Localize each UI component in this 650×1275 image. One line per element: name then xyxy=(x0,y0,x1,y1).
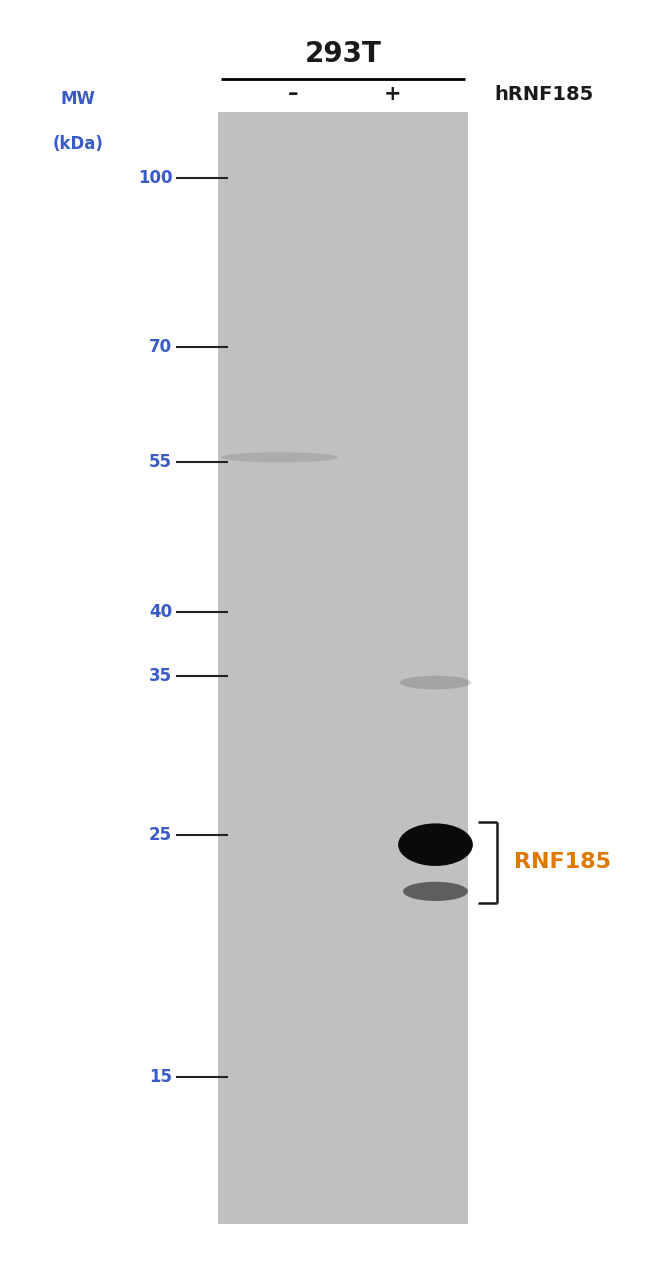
Bar xyxy=(218,112,468,1224)
Text: 293T: 293T xyxy=(304,40,382,68)
Ellipse shape xyxy=(398,824,473,866)
Text: 100: 100 xyxy=(138,170,172,187)
Text: 40: 40 xyxy=(149,603,172,621)
Text: 55: 55 xyxy=(150,453,172,470)
Text: hRNF185: hRNF185 xyxy=(494,85,593,103)
Ellipse shape xyxy=(221,453,338,463)
Text: +: + xyxy=(384,84,402,105)
Text: MW: MW xyxy=(60,91,96,108)
Text: 25: 25 xyxy=(149,826,172,844)
Ellipse shape xyxy=(403,882,468,901)
Text: 15: 15 xyxy=(150,1068,172,1086)
Text: RNF185: RNF185 xyxy=(514,853,610,872)
Text: (kDa): (kDa) xyxy=(53,135,103,153)
Text: 70: 70 xyxy=(149,338,172,357)
Text: –: – xyxy=(287,84,298,105)
Text: 35: 35 xyxy=(149,667,172,685)
Ellipse shape xyxy=(400,676,471,690)
